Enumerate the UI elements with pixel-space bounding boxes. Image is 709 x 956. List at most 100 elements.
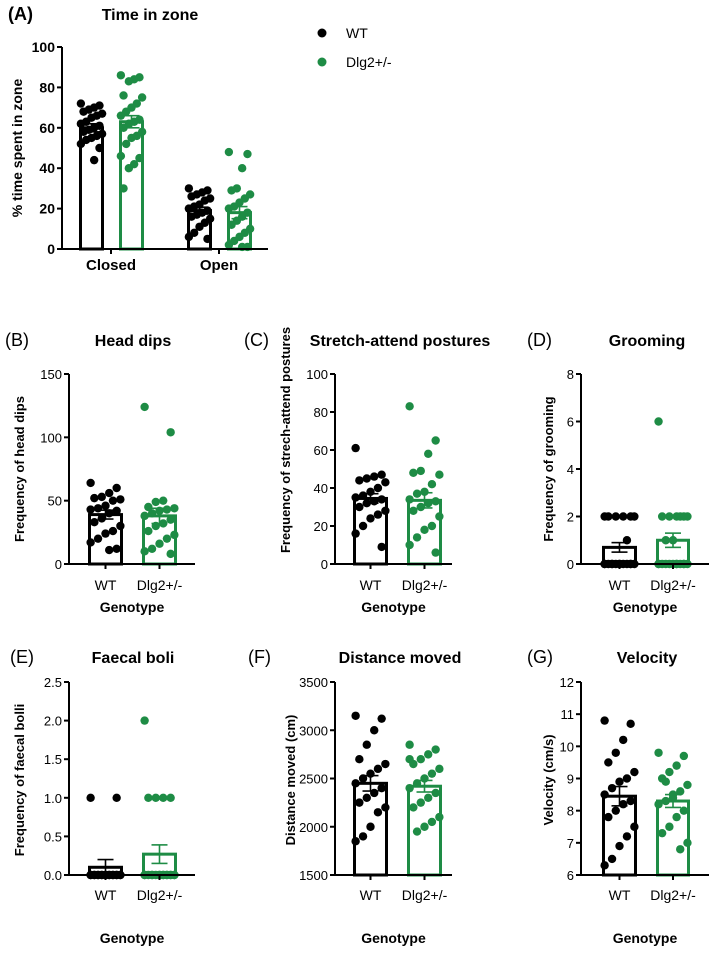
data-point xyxy=(373,510,383,519)
data-point xyxy=(166,793,175,802)
y-axis-label: % time spent in zone xyxy=(9,79,25,218)
data-point xyxy=(162,505,172,514)
data-point xyxy=(626,719,635,729)
data-point xyxy=(377,542,386,552)
data-point xyxy=(144,526,153,536)
data-point xyxy=(611,748,620,757)
data-point xyxy=(351,443,360,453)
data-point xyxy=(416,466,425,476)
error-bar xyxy=(362,774,379,792)
y-tick-label: 2.5 xyxy=(44,675,62,690)
data-point xyxy=(224,240,234,250)
data-point xyxy=(676,787,685,796)
data-point xyxy=(137,93,147,102)
error-bar xyxy=(665,532,681,549)
data-point xyxy=(377,714,386,723)
x-tick-label: Dlg2+/- xyxy=(137,887,183,903)
x-tick-label: Dlg2+/- xyxy=(402,887,448,903)
error-bar xyxy=(191,206,208,215)
data-point xyxy=(412,533,422,542)
data-point xyxy=(381,759,390,769)
data-point xyxy=(424,449,433,458)
y-tick-label: 10 xyxy=(560,739,574,754)
data-point xyxy=(657,512,667,521)
data-point xyxy=(366,822,375,831)
data-point xyxy=(630,822,639,831)
x-tick-label: Dlg2+/- xyxy=(402,577,448,593)
panel-label: (E) xyxy=(10,647,34,667)
y-tick-label: 6 xyxy=(567,868,574,883)
data-point xyxy=(377,783,386,793)
panel-label: (F) xyxy=(248,647,271,667)
data-point xyxy=(243,149,252,159)
legend-label: WT xyxy=(346,25,368,41)
data-point xyxy=(377,495,386,504)
data-point xyxy=(116,151,126,161)
y-tick-label: 8 xyxy=(567,804,574,819)
legend: WT Dlg2+/- xyxy=(317,25,392,70)
data-point xyxy=(166,515,175,524)
panel-label: (C) xyxy=(244,330,269,350)
data-point xyxy=(108,526,118,536)
x-tick-label: WT xyxy=(360,887,382,903)
y-tick-label: 0.0 xyxy=(44,868,62,883)
data-point xyxy=(683,512,692,521)
data-point xyxy=(101,501,110,510)
data-point xyxy=(427,480,437,489)
data-point xyxy=(600,716,609,725)
y-tick-label: 3500 xyxy=(299,675,328,690)
data-point xyxy=(351,779,360,788)
data-point xyxy=(424,750,433,759)
y-tick-label: 100 xyxy=(306,367,328,382)
data-point xyxy=(412,489,422,498)
data-point xyxy=(162,534,172,543)
x-tick-label: Closed xyxy=(86,257,136,274)
data-point xyxy=(135,153,144,163)
data-point xyxy=(381,803,390,812)
data-point xyxy=(435,764,444,774)
data-point xyxy=(435,470,444,479)
data-point xyxy=(195,222,204,231)
data-point xyxy=(112,793,121,802)
data-point xyxy=(607,854,617,864)
data-point xyxy=(405,755,414,764)
x-axis-label: Genotype xyxy=(613,599,678,615)
y-tick-label: 1.5 xyxy=(44,752,62,767)
y-tick-label: 9 xyxy=(567,772,574,787)
y-tick-label: 0 xyxy=(55,557,62,572)
data-point xyxy=(654,748,663,757)
y-tick-label: 80 xyxy=(314,405,328,420)
data-point xyxy=(144,793,153,802)
chart-title: Head dips xyxy=(95,333,172,350)
data-point xyxy=(116,521,125,531)
y-tick-label: 2500 xyxy=(299,772,328,787)
data-point xyxy=(683,780,692,790)
data-point xyxy=(355,502,364,512)
data-point xyxy=(89,155,99,165)
chart-title: Stretch-attend postures xyxy=(310,333,491,350)
data-point xyxy=(679,751,689,761)
data-point xyxy=(424,793,433,802)
data-point xyxy=(435,812,444,822)
chart-title: Distance moved xyxy=(339,650,462,667)
data-point xyxy=(184,232,194,242)
data-point xyxy=(362,740,371,749)
data-point xyxy=(90,493,99,503)
data-point xyxy=(373,764,383,774)
data-point xyxy=(203,234,212,244)
data-point xyxy=(116,111,126,120)
panel-g: (G) Velocity Velocity (cm/s) 6 7 8 9 10 11 12 WT Dl… xyxy=(527,647,709,946)
data-point xyxy=(351,711,360,720)
data-point xyxy=(431,436,440,445)
data-point xyxy=(622,774,632,783)
data-point xyxy=(93,504,103,513)
data-point xyxy=(86,793,95,802)
panel-a: (A) Time in zone % time spent in zone 0 20 40… xyxy=(8,4,268,274)
data-point xyxy=(427,521,437,531)
data-point xyxy=(86,478,95,488)
data-point xyxy=(159,496,168,505)
data-point xyxy=(615,841,624,851)
data-point xyxy=(86,538,95,547)
data-point xyxy=(679,806,689,815)
data-point xyxy=(105,488,114,498)
